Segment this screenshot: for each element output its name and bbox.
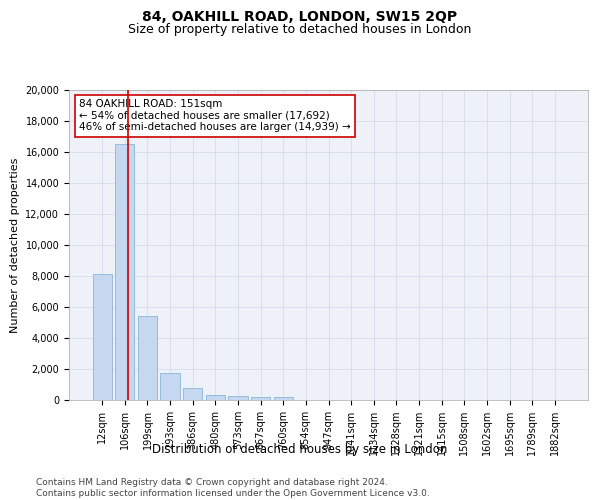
Text: Contains HM Land Registry data © Crown copyright and database right 2024.
Contai: Contains HM Land Registry data © Crown c…: [36, 478, 430, 498]
Bar: [206, 394, 225, 400]
Bar: [115, 144, 134, 400]
Bar: [138, 316, 157, 400]
Text: Size of property relative to detached houses in London: Size of property relative to detached ho…: [128, 22, 472, 36]
Bar: [183, 388, 202, 400]
Bar: [274, 397, 293, 400]
Bar: [92, 274, 112, 400]
Text: Distribution of detached houses by size in London: Distribution of detached houses by size …: [152, 442, 448, 456]
Text: 84, OAKHILL ROAD, LONDON, SW15 2QP: 84, OAKHILL ROAD, LONDON, SW15 2QP: [142, 10, 458, 24]
Y-axis label: Number of detached properties: Number of detached properties: [10, 158, 20, 332]
Bar: [229, 396, 248, 400]
Text: 84 OAKHILL ROAD: 151sqm
← 54% of detached houses are smaller (17,692)
46% of sem: 84 OAKHILL ROAD: 151sqm ← 54% of detache…: [79, 100, 351, 132]
Bar: [160, 373, 180, 400]
Bar: [251, 396, 270, 400]
